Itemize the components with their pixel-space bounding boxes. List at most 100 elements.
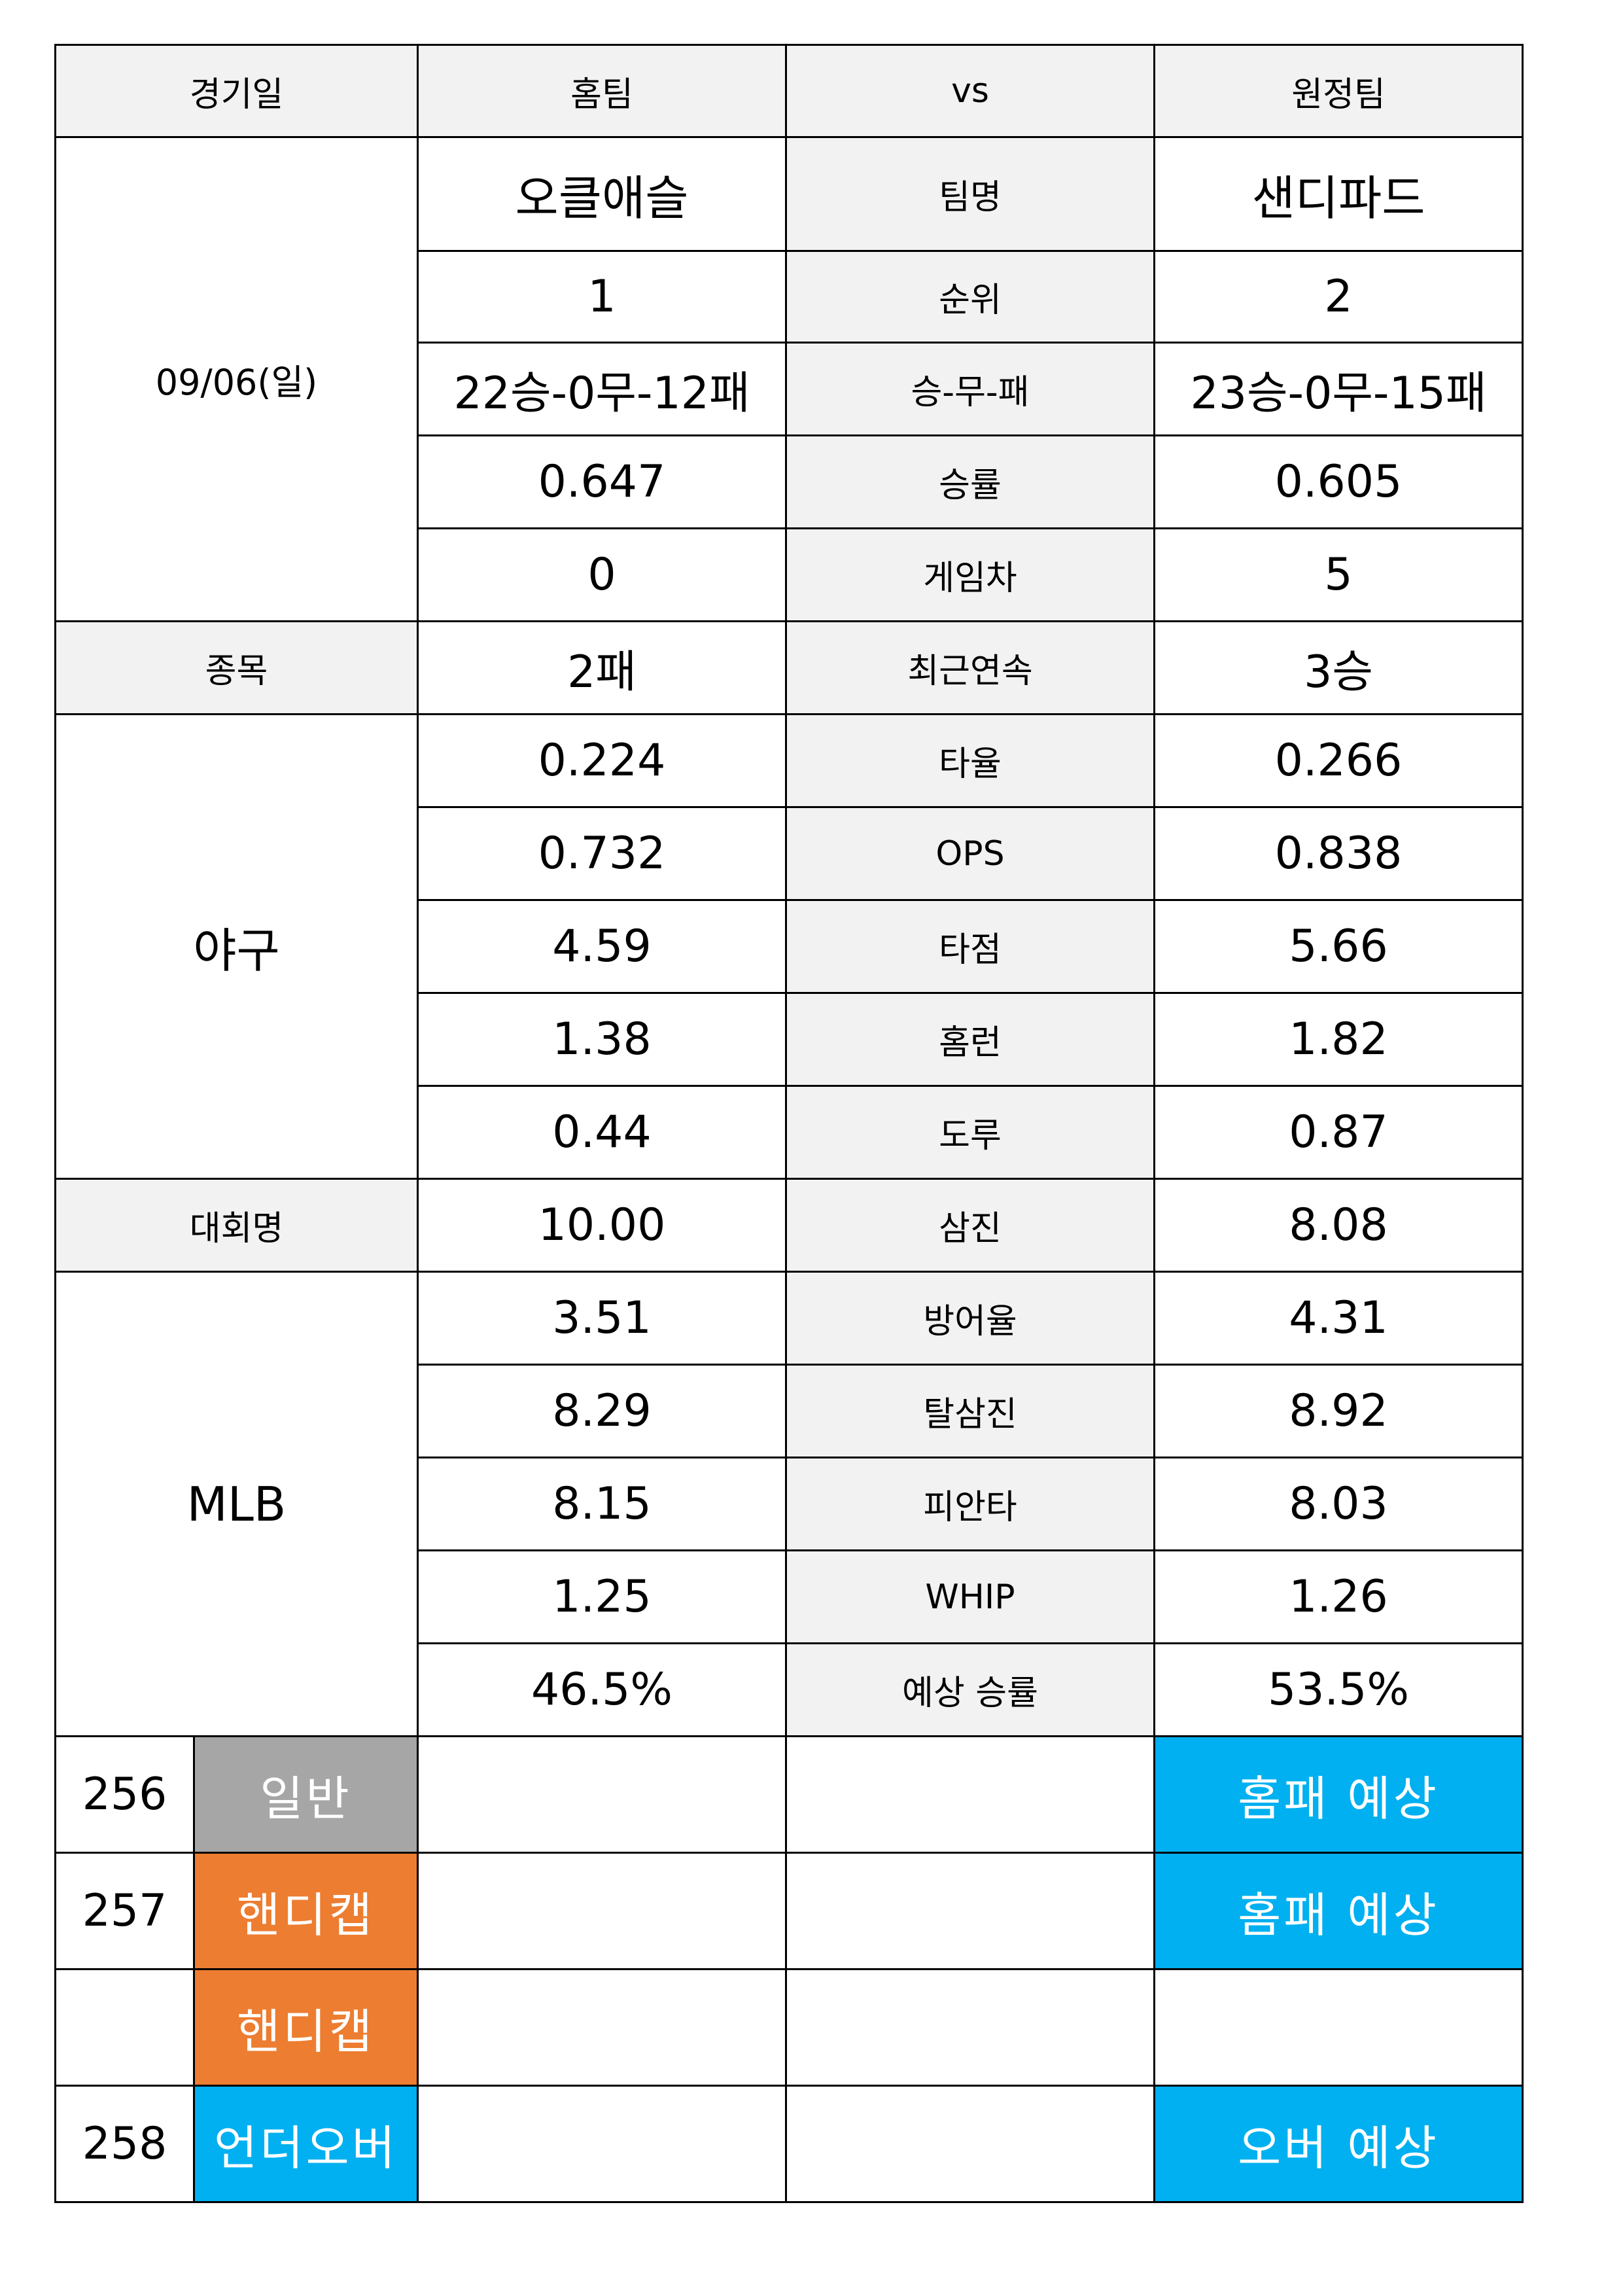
stat-label: 최근연속 xyxy=(785,620,1155,715)
stat-row: 0.732 OPS 0.838 xyxy=(56,806,1524,901)
home-stat: 0 xyxy=(417,527,787,622)
sport-value: 야구 xyxy=(54,713,419,1180)
stat-row: 1.38 홈런 1.82 xyxy=(56,992,1524,1087)
empty-cell xyxy=(417,1735,787,1854)
stat-label: 탈삼진 xyxy=(785,1364,1155,1458)
away-stat: 4.31 xyxy=(1153,1271,1524,1366)
vs-header: vs xyxy=(785,44,1155,138)
bet-type-handicap: 핸디캡 xyxy=(193,1852,419,1970)
stat-row: 0 게임차 5 xyxy=(56,527,1524,622)
away-stat: 3승 xyxy=(1153,620,1524,715)
empty-cell xyxy=(785,1735,1155,1854)
away-stat: 2 xyxy=(1153,250,1524,344)
stat-label: 타율 xyxy=(785,713,1155,808)
empty-cell xyxy=(785,1968,1155,2087)
stat-row: 야구 0.224 타율 0.266 xyxy=(54,713,1524,1180)
league-value: MLB xyxy=(54,1271,419,1737)
away-stat: 53.5% xyxy=(1153,1642,1524,1737)
stat-label: 타점 xyxy=(785,899,1155,994)
date-header: 경기일 xyxy=(54,44,419,138)
stat-row: 8.15 피안타 8.03 xyxy=(56,1457,1524,1551)
bet-number: 258 xyxy=(54,2085,195,2203)
home-stat: 0.224 xyxy=(417,713,787,808)
stat-label: 승-무-패 xyxy=(785,342,1155,436)
away-stat: 0.605 xyxy=(1153,434,1524,529)
stat-label: 순위 xyxy=(785,250,1155,344)
stat-row: 4.59 타점 5.66 xyxy=(56,899,1524,994)
header-row: 경기일 홈팀 vs 원정팀 xyxy=(54,44,1524,138)
bet-number xyxy=(54,1968,195,2087)
stat-label: OPS xyxy=(785,806,1155,901)
away-stat: 5 xyxy=(1153,527,1524,622)
bet-type-underover: 언더오버 xyxy=(193,2085,419,2203)
home-stat: 1.25 xyxy=(417,1549,787,1644)
stat-label: WHIP xyxy=(785,1549,1155,1644)
empty-cell xyxy=(417,2085,787,2203)
empty-cell xyxy=(417,1852,787,1970)
bet-prediction: 홈패 예상 xyxy=(1153,1852,1524,1970)
bet-row: 257 핸디캡 홈패 예상 xyxy=(54,1852,1524,1970)
match-analysis-table: 경기일 홈팀 vs 원정팀 09/06(일) 오클애슬 팀명 샌디파드 1 순위… xyxy=(54,44,1524,2203)
empty-cell xyxy=(785,2085,1155,2203)
stat-label: 피안타 xyxy=(785,1457,1155,1551)
away-stat: 8.03 xyxy=(1153,1457,1524,1551)
bet-row: 258 언더오버 오버 예상 xyxy=(54,2085,1524,2203)
away-stat: 0.838 xyxy=(1153,806,1524,901)
stat-row: 0.44 도루 0.87 xyxy=(56,1085,1524,1180)
away-stat: 8.08 xyxy=(1153,1178,1524,1273)
empty-cell xyxy=(785,1852,1155,1970)
home-stat: 8.29 xyxy=(417,1364,787,1458)
home-stat: 8.15 xyxy=(417,1457,787,1551)
stat-label: 팀명 xyxy=(785,136,1155,252)
away-stat: 8.92 xyxy=(1153,1364,1524,1458)
stat-row: 종목 2패 최근연속 3승 xyxy=(54,620,1524,715)
home-team-name: 오클애슬 xyxy=(417,136,787,252)
bet-number: 256 xyxy=(54,1735,195,1854)
bet-type-general: 일반 xyxy=(193,1735,419,1854)
stat-label: 삼진 xyxy=(785,1178,1155,1273)
stat-label: 게임차 xyxy=(785,527,1155,622)
stat-row: 0.647 승률 0.605 xyxy=(56,434,1524,529)
home-stat: 3.51 xyxy=(417,1271,787,1366)
stat-label: 도루 xyxy=(785,1085,1155,1180)
bet-row: 핸디캡 xyxy=(54,1968,1524,2087)
away-stat: 1.82 xyxy=(1153,992,1524,1087)
home-stat: 22승-0무-12패 xyxy=(417,342,787,436)
home-stat: 4.59 xyxy=(417,899,787,994)
bet-row: 256 일반 홈패 예상 xyxy=(54,1735,1524,1854)
bet-prediction: 오버 예상 xyxy=(1153,2085,1524,2203)
stat-label: 예상 승률 xyxy=(785,1642,1155,1737)
home-stat: 1.38 xyxy=(417,992,787,1087)
away-stat: 0.87 xyxy=(1153,1085,1524,1180)
match-date: 09/06(일) xyxy=(54,136,419,622)
home-stat: 0.732 xyxy=(417,806,787,901)
home-team-header: 홈팀 xyxy=(417,44,787,138)
sport-label: 종목 xyxy=(54,620,419,715)
home-stat: 46.5% xyxy=(417,1642,787,1737)
bet-prediction: 홈패 예상 xyxy=(1153,1735,1524,1854)
home-stat: 0.647 xyxy=(417,434,787,529)
stat-label: 홈런 xyxy=(785,992,1155,1087)
stat-row: 09/06(일) 오클애슬 팀명 샌디파드 xyxy=(54,136,1524,622)
home-stat: 10.00 xyxy=(417,1178,787,1273)
stat-row: 1 순위 2 xyxy=(56,250,1524,344)
stat-label: 승률 xyxy=(785,434,1155,529)
away-stat: 23승-0무-15패 xyxy=(1153,342,1524,436)
home-stat: 1 xyxy=(417,250,787,344)
away-stat: 5.66 xyxy=(1153,899,1524,994)
bet-prediction-empty xyxy=(1153,1968,1524,2087)
stat-row: MLB 3.51 방어율 4.31 xyxy=(54,1271,1524,1737)
away-team-header: 원정팀 xyxy=(1153,44,1524,138)
away-stat: 1.26 xyxy=(1153,1549,1524,1644)
bet-number: 257 xyxy=(54,1852,195,1970)
stat-row: 대회명 10.00 삼진 8.08 xyxy=(54,1178,1524,1273)
stat-row: 1.25 WHIP 1.26 xyxy=(56,1549,1524,1644)
away-team-name: 샌디파드 xyxy=(1153,136,1524,252)
league-label: 대회명 xyxy=(54,1178,419,1273)
stat-label: 방어율 xyxy=(785,1271,1155,1366)
stat-row: 8.29 탈삼진 8.92 xyxy=(56,1364,1524,1458)
stat-row: 22승-0무-12패 승-무-패 23승-0무-15패 xyxy=(56,342,1524,436)
home-stat: 0.44 xyxy=(417,1085,787,1180)
home-stat: 2패 xyxy=(417,620,787,715)
empty-cell xyxy=(417,1968,787,2087)
